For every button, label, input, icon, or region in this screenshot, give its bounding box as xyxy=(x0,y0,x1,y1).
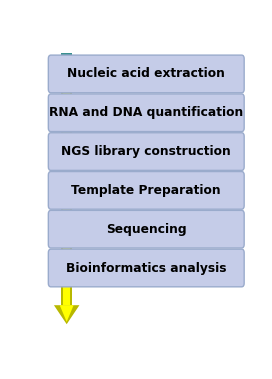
Text: RNA and DNA quantification: RNA and DNA quantification xyxy=(49,106,243,119)
FancyBboxPatch shape xyxy=(61,53,72,305)
Text: Nucleic acid extraction: Nucleic acid extraction xyxy=(67,67,225,80)
Text: Sequencing: Sequencing xyxy=(106,223,187,236)
Text: NGS library construction: NGS library construction xyxy=(61,145,231,158)
FancyBboxPatch shape xyxy=(48,249,244,287)
Text: Template Preparation: Template Preparation xyxy=(72,184,221,197)
FancyBboxPatch shape xyxy=(48,172,244,209)
FancyBboxPatch shape xyxy=(63,53,70,305)
Text: Bioinformatics analysis: Bioinformatics analysis xyxy=(66,262,227,274)
FancyBboxPatch shape xyxy=(61,53,72,58)
Polygon shape xyxy=(60,305,74,322)
FancyBboxPatch shape xyxy=(48,55,244,93)
FancyBboxPatch shape xyxy=(48,133,244,171)
FancyBboxPatch shape xyxy=(48,94,244,132)
Polygon shape xyxy=(54,305,79,324)
FancyBboxPatch shape xyxy=(48,210,244,248)
